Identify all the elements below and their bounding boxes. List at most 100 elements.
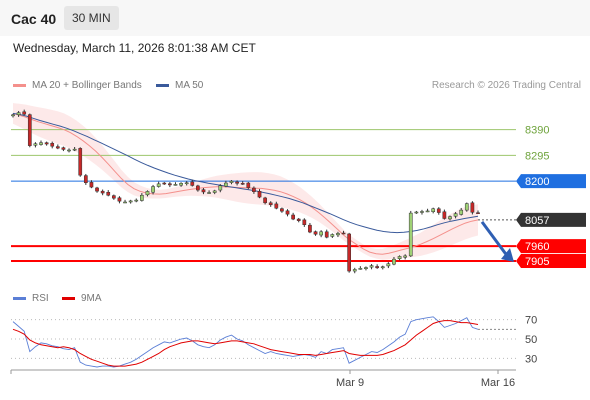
x-tick-label-Mar-9: Mar 9 (336, 377, 364, 389)
level-tag-text-7905: 7905 (525, 256, 549, 268)
rsi-tick-30: 30 (525, 353, 537, 365)
candle-body (403, 255, 408, 258)
legend-label: MA 50 (175, 80, 204, 91)
candle-body (78, 148, 83, 176)
candle-body (151, 186, 155, 193)
candle-body (72, 148, 77, 151)
candle-body (50, 142, 55, 147)
candle-body (11, 114, 15, 117)
rsi-tick-70: 70 (525, 315, 537, 327)
candle-body (89, 182, 94, 188)
candle-body (111, 195, 116, 199)
candle-body (280, 208, 284, 212)
candle-body (162, 182, 167, 185)
candle-body (425, 210, 430, 213)
legend-label: MA 20 + Bollinger Bands (32, 80, 142, 91)
candle-body (308, 224, 312, 233)
candle-body (123, 201, 127, 204)
candle-body (459, 209, 464, 215)
candle-body (420, 211, 424, 213)
candle-body (268, 202, 273, 205)
candle-body (448, 216, 452, 220)
candle-body (442, 211, 447, 219)
candle-body (352, 269, 357, 272)
timeframe-button[interactable]: 30 MIN (64, 6, 119, 30)
candle-body (397, 256, 402, 259)
candle-body (207, 192, 211, 194)
legend-swatch (13, 84, 26, 87)
candle-body (128, 200, 133, 203)
candle-body (16, 112, 21, 116)
candle-body (341, 232, 346, 235)
top-bar: Cac 40 30 MIN (0, 0, 590, 36)
candle-body (100, 190, 105, 194)
candle-body (184, 182, 189, 185)
instrument-name: Cac 40 (11, 11, 57, 27)
candle-body (347, 233, 351, 272)
candle-body (336, 233, 340, 236)
candle-body (95, 187, 99, 192)
ma50-line (12, 112, 479, 234)
candle-body (464, 203, 469, 211)
candle-body (39, 142, 43, 145)
candle-body (224, 182, 228, 187)
candle-body (296, 218, 301, 221)
forecast-arrow-layer (480, 220, 514, 262)
current-price-text: 8057 (525, 215, 549, 227)
candle-body (27, 114, 32, 146)
legend-ma50: MA 50 (156, 80, 203, 91)
legend-swatch (62, 297, 75, 300)
forecast-arrowhead (501, 247, 514, 262)
legend-rsi: RSI (13, 293, 49, 304)
rsi-tick-50: 50 (525, 334, 537, 346)
candle-body (274, 203, 279, 209)
legend-label: RSI (32, 293, 49, 304)
candle-body (375, 266, 380, 269)
candle-body (55, 146, 60, 149)
candle-body (414, 211, 419, 214)
candle-body (22, 111, 27, 115)
level-tag-text-7960: 7960 (525, 241, 549, 253)
candle-body (263, 197, 267, 204)
level-tag-7960 (516, 239, 586, 254)
candle-body (145, 191, 150, 196)
rsi-panel: 70 50 30 (11, 315, 537, 368)
candle-body (212, 190, 217, 193)
candle-body (285, 210, 290, 215)
candle-body (246, 182, 251, 188)
candle-body (240, 183, 245, 185)
candles-layer (11, 109, 480, 274)
candle-body (33, 143, 38, 146)
candle-body (313, 231, 318, 235)
candle-body (436, 208, 441, 213)
candle-body (229, 180, 234, 183)
rsi-series-9MA (12, 320, 479, 367)
candle-body (190, 181, 195, 186)
candle-body (358, 268, 363, 270)
candle-body (252, 187, 256, 192)
candle-body (302, 219, 307, 225)
candle-body (196, 185, 200, 191)
x-tick-label-Mar-16: Mar 16 (481, 377, 515, 389)
candle-body (134, 199, 139, 202)
level-tag-text-8200: 8200 (525, 176, 549, 188)
candle-body (235, 181, 239, 184)
candle-body (106, 191, 111, 196)
candle-body (392, 258, 396, 265)
candle-body (319, 231, 323, 236)
candle-body (117, 197, 122, 202)
current-price-tag (516, 212, 586, 227)
credit-text: Research © 2026 Trading Central (431, 80, 581, 91)
level-label-8390: 8390 (525, 125, 549, 137)
candle-body (140, 194, 144, 201)
legend-swatch (156, 84, 169, 87)
candle-body (369, 265, 374, 268)
candle-body (83, 175, 88, 184)
level-tag-8200 (516, 174, 586, 189)
level-label-8295: 8295 (525, 150, 549, 162)
candle-body (470, 202, 475, 213)
candle-body (179, 183, 183, 186)
candle-body (218, 185, 223, 191)
legend-ma20-bollinger: MA 20 + Bollinger Bands (13, 80, 142, 91)
time-axis: Mar 9 Mar 16 (10, 369, 516, 389)
